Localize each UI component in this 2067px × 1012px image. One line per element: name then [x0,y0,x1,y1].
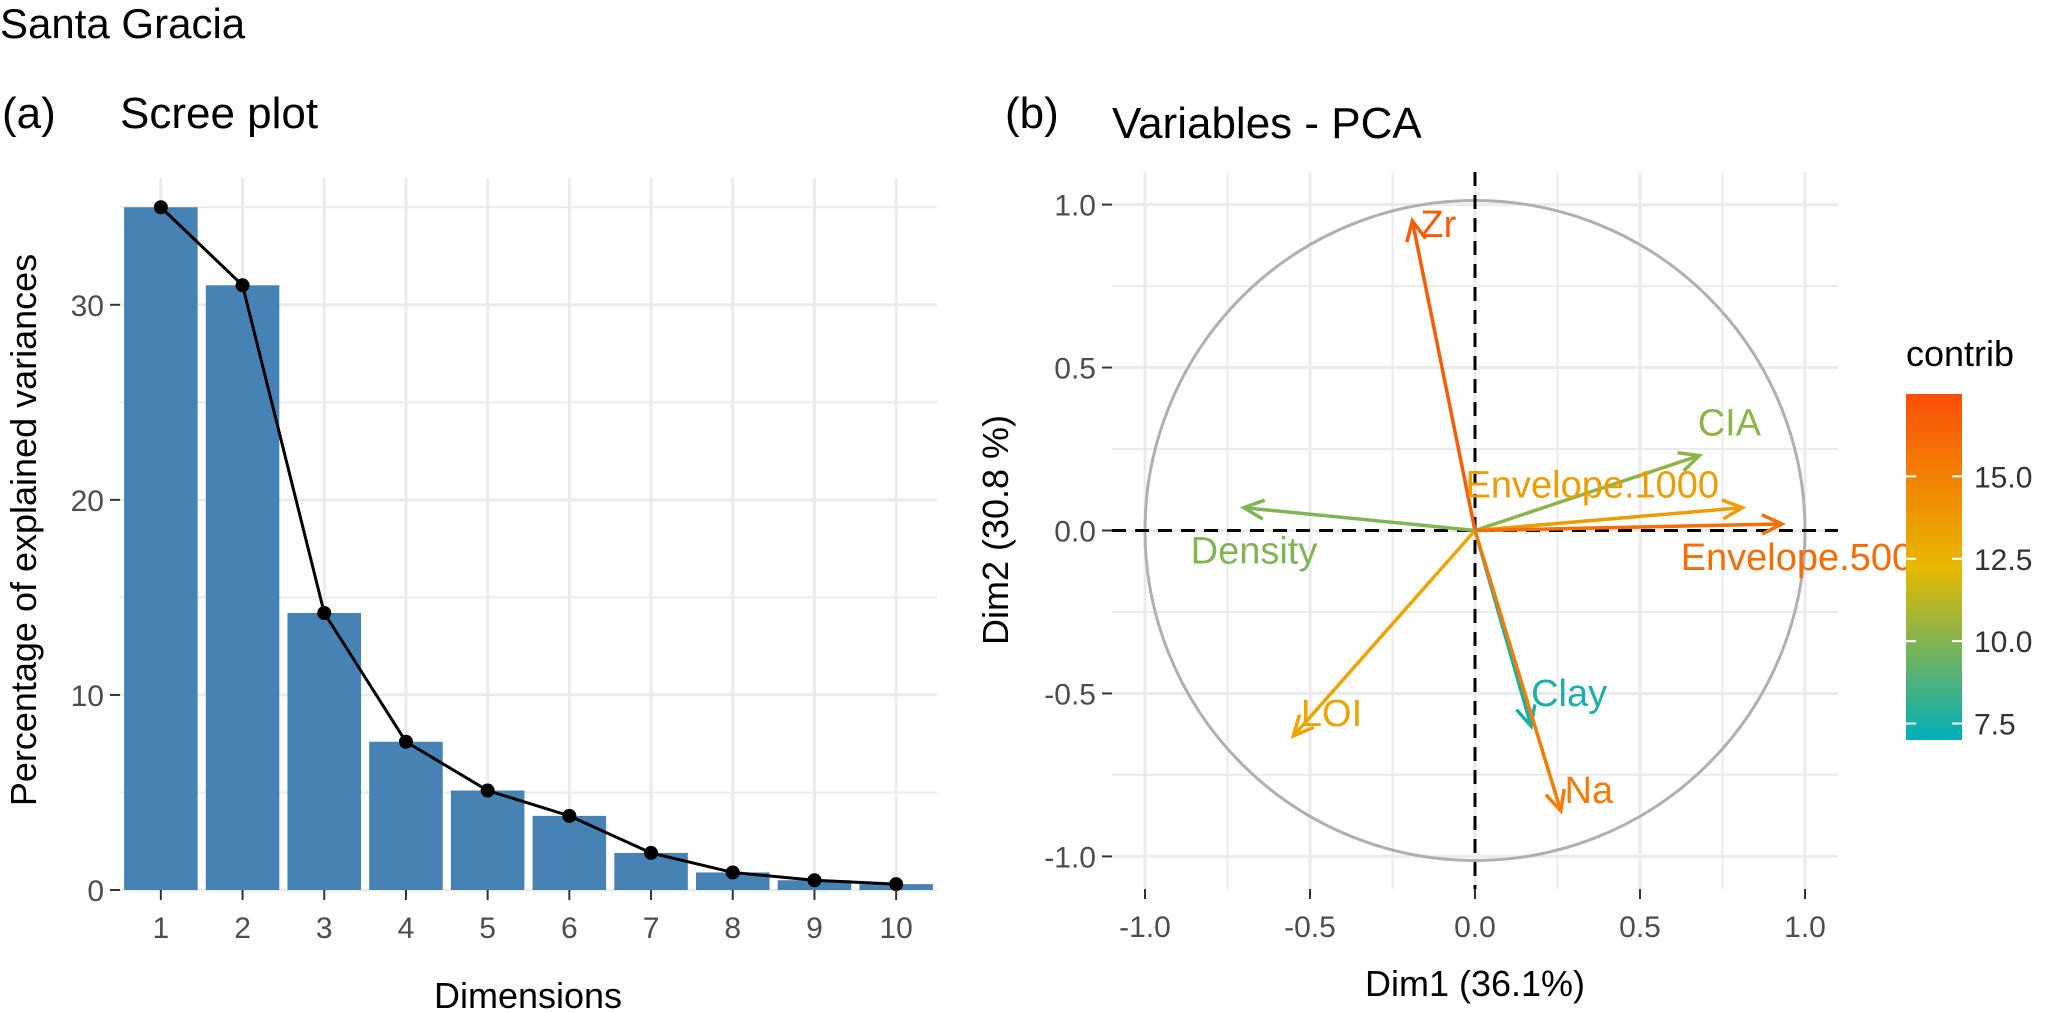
legend-tick-label: 7.5 [1974,709,2016,742]
pca-y-tick-label: 0.5 [1054,353,1096,386]
pca-x-tick-label: 0.0 [1454,911,1496,944]
pca-arrow-head [1721,498,1747,521]
pca-variable-label: Density [1191,531,1318,573]
pca-variable-arrows: Zr CIA Envelope.1000 Envelope.500 Density LOI… [1191,204,1913,815]
pca-y-tick-label: -0.5 [1044,678,1096,711]
scree-point [644,845,659,860]
legend-tick-label: 10.0 [1974,626,2032,659]
legend-title: contrib [1906,333,2014,374]
scree-point [889,877,904,892]
pca-arrow-shaft [1410,220,1477,531]
scree-line-path [159,206,897,886]
pca-x-axis-label: Dim1 (36.1%) [1365,963,1585,1004]
pca-variable-label: CIA [1698,403,1762,445]
pca-arrow-shaft [1292,529,1477,737]
pca-arrow-head [1239,498,1266,521]
pca-arrow-head [1677,451,1704,473]
scree-y-axis-label: Percentage of explained variances [3,254,44,806]
pca-arrow-na: Na [1473,529,1614,815]
pca-arrow-shaft [1243,505,1476,533]
pca-y-tick-label: -1.0 [1044,841,1096,874]
scree-point [480,783,495,798]
pca-arrow-shaft [1473,529,1563,812]
legend-ticks: 7.5 10.0 12.5 15.0 [1906,461,2032,742]
scree-y-tick-label: 30 [71,290,104,323]
figure-title: Santa Gracia [0,0,246,47]
pca-variable-label: Envelope.500 [1681,537,1913,579]
scree-x-tick-label: 2 [234,912,251,945]
pca-x-tick-label: 0.5 [1619,911,1661,944]
pca-variable-label: LOI [1301,693,1362,735]
pca-arrow-shaft [1474,453,1700,533]
scree-point [398,734,413,749]
scree-x-tick-label: 3 [316,912,333,945]
pca-x-tick-label: -0.5 [1284,911,1336,944]
legend-colorbar [1906,394,1962,740]
scree-plot-panel: (a) Scree plot 0 10 20 30 1 2 3 4 5 6 7 8 9 10 Dimen… [2,89,937,1012]
pca-arrow-shaft [1474,522,1782,533]
pca-arrow-head [1761,513,1786,536]
pca-arrow-envelope-500: Envelope.500 [1474,513,1913,579]
pca-y-tick-label: 1.0 [1054,190,1096,223]
pca-arrow-envelope-1000: Envelope.1000 [1466,465,1747,533]
scree-point [562,808,577,823]
pca-variables-panel: (b) Variables - PCA Zr CIA Envelope.1000 En… [975,89,1913,1004]
scree-point [725,865,740,880]
legend-tick-label: 15.0 [1974,461,2032,494]
scree-plot-title: Scree plot [120,89,318,138]
scree-point [807,873,822,888]
scree-y-tick-label: 20 [71,485,104,518]
scree-x-axis-label: Dimensions [434,975,622,1012]
pca-y-tick-label: 0.0 [1054,516,1096,549]
pca-variable-label: Na [1565,770,1614,812]
scree-bar [205,285,280,890]
scree-bar [124,207,198,891]
pca-arrow-loi: LOI [1290,529,1477,739]
pca-y-axis-label: Dim2 (30.8 %) [975,415,1016,645]
pca-panel-label: (b) [1005,89,1059,138]
legend-tick-label: 12.5 [1974,544,2032,577]
scree-x-tick-label: 8 [724,912,741,945]
pca-x-tick-label: -1.0 [1119,911,1171,944]
contrib-legend: contrib 7.5 10.0 12.5 15.0 [1906,333,2032,742]
pca-arrow-head [1544,788,1566,815]
pca-arrow-shaft [1474,505,1743,533]
pca-y-ticks: -1.0 -0.5 0.0 0.5 1.0 [1044,190,1112,874]
scree-bar [695,872,770,890]
scree-point [153,200,168,215]
pca-arrow-cia: CIA [1474,403,1762,533]
pca-variable-label: Zr [1420,204,1456,246]
pca-arrow-head [1405,216,1428,243]
scree-x-tick-label: 9 [806,912,823,945]
pca-arrow-density: Density [1191,498,1476,573]
scree-x-tick-label: 6 [561,912,578,945]
scree-x-tick-label: 7 [643,912,660,945]
scree-y-ticks: 0 10 20 30 [71,290,120,908]
scree-y-tick-label: 10 [71,680,104,713]
scree-x-tick-label: 10 [879,912,912,945]
scree-bar [369,741,443,890]
scree-y-tick-label: 0 [87,875,104,908]
pca-x-tick-label: 1.0 [1784,911,1826,944]
scree-x-tick-label: 4 [398,912,415,945]
scree-point [235,278,250,293]
pca-variable-label: Envelope.1000 [1466,465,1720,507]
pca-plot-title: Variables - PCA [1112,99,1422,148]
scree-bar [287,613,362,890]
pca-x-ticks: -1.0 -0.5 0.0 0.5 1.0 [1119,889,1826,944]
pca-arrow-head [1290,714,1315,739]
pca-arrow-head [1515,704,1537,730]
scree-panel-label: (a) [2,89,56,138]
scree-point [317,606,332,621]
scree-x-ticks: 1 2 3 4 5 6 7 8 9 10 [153,890,913,945]
scree-bar [450,790,525,890]
scree-x-tick-label: 1 [153,912,170,945]
pca-variable-label: Clay [1531,673,1607,715]
pca-arrow-zr: Zr [1405,204,1477,531]
scree-x-tick-label: 5 [479,912,496,945]
scree-line [153,200,904,892]
